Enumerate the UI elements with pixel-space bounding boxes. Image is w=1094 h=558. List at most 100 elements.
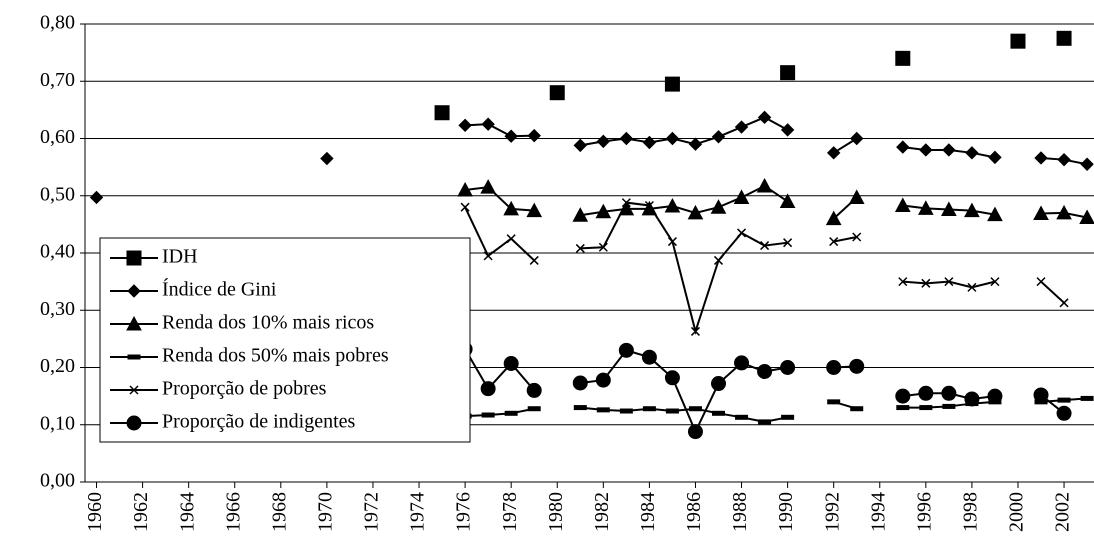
marker xyxy=(734,120,749,134)
marker xyxy=(942,403,956,409)
marker xyxy=(1010,33,1026,49)
x-tick-label: 1982 xyxy=(591,492,613,532)
x-tick-label: 1974 xyxy=(407,492,429,532)
x-tick-label: 1968 xyxy=(268,492,290,532)
legend: IDH Índice de Gini Renda dos 10% mais rico… xyxy=(99,237,471,443)
marker xyxy=(644,200,654,211)
marker xyxy=(598,242,608,252)
marker xyxy=(826,146,841,160)
marker xyxy=(1056,405,1072,421)
marker xyxy=(1079,209,1094,225)
marker xyxy=(664,76,680,92)
x-tick-label: 1986 xyxy=(683,492,705,532)
x-tick-label: 1960 xyxy=(84,492,106,532)
x-tick-label: 1980 xyxy=(545,492,567,532)
series-line xyxy=(464,201,1065,336)
marker xyxy=(711,130,726,144)
x-tick-label: 1962 xyxy=(130,492,152,532)
marker xyxy=(572,375,588,391)
marker xyxy=(688,406,702,412)
marker xyxy=(664,370,680,386)
marker xyxy=(573,405,587,411)
marker xyxy=(850,131,864,146)
legend-marker xyxy=(126,250,142,266)
marker xyxy=(1056,204,1072,220)
marker xyxy=(987,206,1003,222)
marker xyxy=(898,277,908,287)
x-tick-label: 1970 xyxy=(314,492,336,532)
series-line xyxy=(464,348,1065,435)
marker xyxy=(320,151,334,166)
marker xyxy=(848,189,865,204)
marker xyxy=(941,201,957,216)
marker xyxy=(849,358,865,374)
marker xyxy=(480,179,496,194)
marker xyxy=(894,197,911,212)
x-tick-label: 2002 xyxy=(1052,492,1074,532)
marker xyxy=(895,388,911,404)
y-tick-label: 0,30 xyxy=(40,298,75,320)
marker xyxy=(1080,157,1094,171)
marker xyxy=(757,364,773,380)
marker xyxy=(919,143,933,157)
marker xyxy=(667,237,677,247)
y-tick-label: 0,50 xyxy=(40,183,75,205)
marker xyxy=(549,85,565,101)
y-tick-label: 0,20 xyxy=(40,355,75,377)
y-tick-label: 0,70 xyxy=(40,69,75,91)
marker xyxy=(619,408,633,414)
marker xyxy=(619,131,634,146)
marker xyxy=(964,202,980,218)
marker xyxy=(595,203,612,219)
marker xyxy=(783,238,793,248)
legend-marker xyxy=(126,315,142,331)
x-tick-label: 1988 xyxy=(729,492,751,532)
legend-box xyxy=(99,237,471,443)
marker xyxy=(665,408,679,414)
marker xyxy=(713,255,724,265)
legend-label: Proporção de pobres xyxy=(162,378,327,400)
marker xyxy=(481,117,495,131)
marker xyxy=(780,360,796,375)
marker xyxy=(687,204,704,220)
marker xyxy=(760,241,770,251)
marker xyxy=(964,391,980,407)
series-line xyxy=(465,397,1088,423)
marker xyxy=(780,123,795,137)
marker xyxy=(919,405,933,411)
legend-marker xyxy=(127,284,141,298)
y-tick-label: 0,00 xyxy=(40,470,75,492)
marker xyxy=(735,414,749,420)
marker xyxy=(1033,205,1049,220)
marker xyxy=(457,181,473,197)
marker xyxy=(690,326,700,336)
marker xyxy=(1036,277,1046,287)
series-line xyxy=(465,116,1088,166)
marker xyxy=(733,189,750,204)
marker xyxy=(665,131,680,146)
legend-marker xyxy=(129,385,139,395)
marker xyxy=(826,360,842,375)
marker xyxy=(1059,298,1069,308)
y-tick-label: 0,40 xyxy=(40,241,75,263)
marker xyxy=(756,177,773,193)
marker xyxy=(1057,397,1071,403)
marker xyxy=(642,406,656,412)
marker xyxy=(89,190,104,205)
marker xyxy=(503,355,519,371)
marker xyxy=(1057,152,1071,167)
marker xyxy=(664,198,681,213)
marker xyxy=(529,255,539,265)
marker xyxy=(618,342,634,358)
marker xyxy=(895,50,911,66)
marker xyxy=(1056,30,1072,46)
x-tick-label: 1964 xyxy=(176,492,198,532)
marker xyxy=(483,251,493,261)
y-tick-label: 0,10 xyxy=(40,412,75,434)
x-tick-label: 1976 xyxy=(453,492,475,532)
marker xyxy=(850,406,864,412)
marker xyxy=(987,388,1003,404)
marker xyxy=(988,150,1002,165)
legend-marker xyxy=(126,415,142,431)
